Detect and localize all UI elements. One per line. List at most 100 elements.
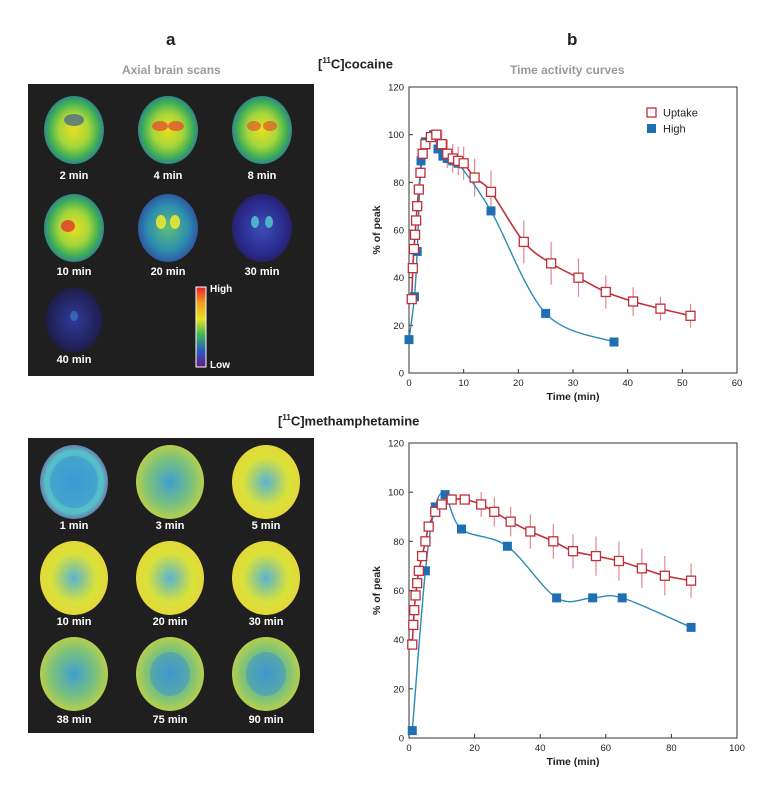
uptake-point bbox=[413, 565, 424, 576]
uptake-point bbox=[436, 139, 447, 150]
high-point bbox=[609, 337, 619, 347]
high-point bbox=[552, 593, 562, 603]
scan-label: 10 min bbox=[56, 616, 92, 628]
cocaine-scan-30min bbox=[232, 194, 292, 262]
uptake-point bbox=[485, 186, 497, 198]
uptake-point bbox=[613, 555, 625, 567]
uptake-point bbox=[416, 550, 428, 562]
uptake-point bbox=[525, 526, 536, 537]
legend-uptake-marker bbox=[646, 107, 657, 118]
y-tick-label: 100 bbox=[388, 130, 404, 141]
y-tick-label: 60 bbox=[393, 226, 404, 237]
uptake-point bbox=[408, 619, 419, 631]
uptake-point bbox=[420, 139, 431, 150]
uptake-point bbox=[469, 172, 480, 183]
x-tick-label: 10 bbox=[458, 378, 469, 389]
x-axis-label: Time (min) bbox=[547, 391, 600, 403]
x-tick-label: 20 bbox=[469, 743, 480, 754]
legend-high-marker bbox=[647, 124, 656, 133]
x-tick-label: 20 bbox=[513, 378, 524, 389]
cocaine-scan-2min bbox=[44, 96, 104, 164]
scan-label: 40 min bbox=[56, 354, 92, 366]
cocaine-scan-panel: 2 min 4 min 8 min 10 min 20 min 30 min 4… bbox=[28, 84, 314, 376]
cocaine-title: [11C]cocaine bbox=[318, 56, 393, 72]
uptake-point bbox=[685, 310, 696, 321]
meth-scan-75min bbox=[136, 637, 204, 711]
uptake-point bbox=[410, 215, 422, 226]
x-tick-label: 50 bbox=[677, 378, 688, 389]
y-tick-label: 20 bbox=[393, 321, 404, 332]
high-point bbox=[404, 335, 414, 345]
meth-scan-3min bbox=[136, 445, 204, 519]
uptake-point bbox=[548, 536, 559, 547]
scan-label: 10 min bbox=[56, 266, 92, 278]
uptake-point bbox=[659, 570, 670, 581]
uptake-point bbox=[409, 605, 420, 616]
y-tick-label: 20 bbox=[393, 684, 404, 695]
high-point bbox=[456, 524, 466, 534]
cocaine-scan-4min bbox=[138, 96, 198, 164]
high-point bbox=[420, 566, 430, 576]
x-tick-label: 0 bbox=[406, 743, 411, 754]
meth-scan-30min bbox=[232, 541, 300, 615]
scan-label: 2 min bbox=[59, 170, 89, 182]
x-tick-label: 60 bbox=[601, 743, 612, 754]
uptake-point bbox=[409, 229, 421, 240]
uptake-point bbox=[573, 272, 584, 283]
cocaine-scan-20min bbox=[138, 194, 198, 262]
high-series-line bbox=[411, 492, 692, 731]
scan-label: 38 min bbox=[56, 714, 92, 726]
y-tick-label: 120 bbox=[388, 439, 404, 450]
scan-label: 30 min bbox=[248, 616, 284, 628]
panel-a-letter: a bbox=[166, 30, 176, 49]
uptake-point bbox=[412, 577, 423, 589]
uptake-point bbox=[430, 506, 441, 517]
meth-scan-10min bbox=[40, 541, 108, 615]
colorbar-low-label: Low bbox=[210, 360, 230, 371]
high-point bbox=[588, 593, 598, 603]
high-point bbox=[416, 156, 426, 166]
scan-label: 3 min bbox=[155, 520, 185, 532]
scan-label: 5 min bbox=[251, 520, 281, 532]
high-point bbox=[486, 206, 496, 216]
high-point bbox=[541, 308, 551, 318]
high-point bbox=[407, 726, 417, 736]
uptake-point bbox=[459, 494, 470, 505]
uptake-point bbox=[415, 167, 426, 178]
cocaine-scan-10min bbox=[44, 194, 104, 262]
scan-label: 1 min bbox=[59, 520, 89, 532]
plot-frame bbox=[408, 442, 738, 739]
cocaine-scan-8min bbox=[232, 96, 292, 164]
y-tick-label: 80 bbox=[393, 537, 404, 548]
y-tick-label: 40 bbox=[393, 273, 404, 284]
panel-b-subtitle: Time activity curves bbox=[510, 63, 625, 77]
uptake-series-line bbox=[411, 498, 692, 645]
methamphetamine-title: [11C]methamphetamine bbox=[278, 413, 420, 429]
uptake-point bbox=[410, 590, 421, 601]
uptake-point bbox=[407, 262, 418, 274]
colorbar-high-label: High bbox=[210, 284, 233, 295]
x-tick-label: 100 bbox=[729, 743, 745, 754]
uptake-point bbox=[423, 521, 434, 532]
y-tick-label: 120 bbox=[388, 83, 404, 94]
high-point bbox=[440, 490, 450, 500]
uptake-point bbox=[406, 293, 417, 305]
cocaine-time-activity-chart: 0 20 40 60 80 100 120 0 10 20 30 40 50 60 Time (min) % … bbox=[371, 83, 742, 404]
y-axis-label: % of peak bbox=[371, 566, 383, 615]
uptake-point bbox=[407, 639, 418, 650]
meth-scan-90min bbox=[232, 637, 300, 711]
y-tick-label: 80 bbox=[393, 178, 404, 189]
uptake-point bbox=[655, 303, 666, 314]
panel-a-subtitle: Axial brain scans bbox=[122, 63, 221, 77]
uptake-point bbox=[458, 158, 469, 169]
high-point bbox=[686, 622, 696, 632]
y-tick-label: 100 bbox=[388, 488, 404, 499]
x-axis-label: Time (min) bbox=[547, 756, 600, 768]
uptake-point bbox=[545, 258, 557, 269]
y-tick-label: 0 bbox=[399, 369, 404, 380]
uptake-point bbox=[412, 201, 423, 212]
x-tick-label: 40 bbox=[622, 378, 633, 389]
y-tick-label: 40 bbox=[393, 635, 404, 646]
high-series-line bbox=[408, 133, 615, 343]
cocaine-scan-40min bbox=[46, 288, 102, 352]
